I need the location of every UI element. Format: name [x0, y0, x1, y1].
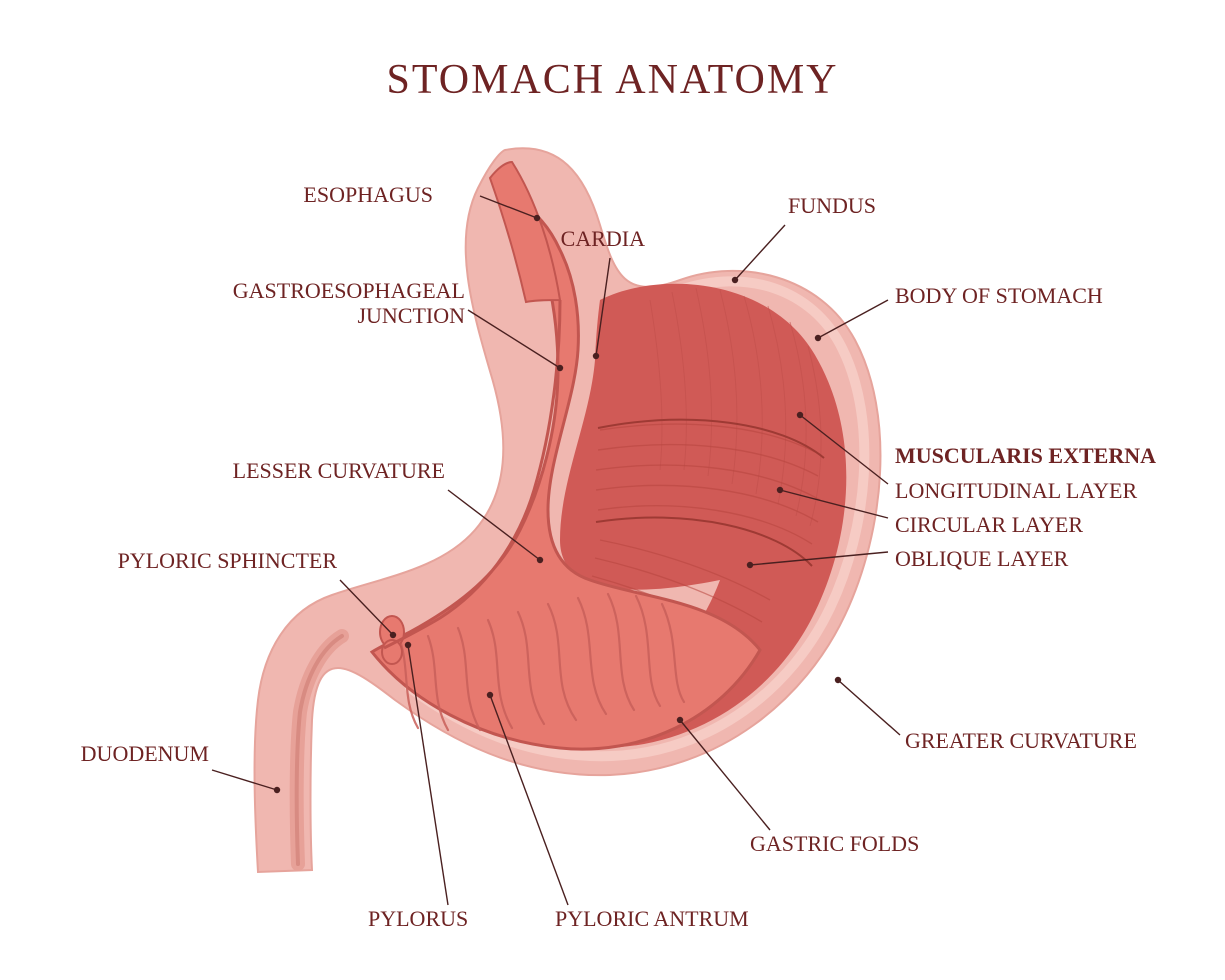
label-pyloric-antrum: PYLORIC ANTRUM [555, 906, 749, 931]
leader-pyloric-sphincter [340, 580, 393, 635]
leader-duodenum [212, 770, 277, 790]
label-gastric-folds: GASTRIC FOLDS [750, 831, 919, 856]
leader-dot-longitudinal [797, 412, 803, 418]
oblique-layer-band [592, 540, 770, 644]
page-title: STOMACH ANATOMY [0, 56, 1225, 104]
label-lesser-curv: LESSER CURVATURE [233, 458, 445, 483]
muscle-layer-dividers [596, 420, 824, 566]
label-esophagus: ESOPHAGUS [303, 182, 433, 207]
leader-pylorus [408, 645, 448, 905]
leader-dot-body [815, 335, 821, 341]
diagram-stage: STOMACH ANATOMY [0, 0, 1225, 980]
leader-gastro-junction [468, 310, 560, 368]
leader-greater-curv [838, 680, 900, 735]
label-greater-curv: GREATER CURVATURE [905, 728, 1137, 753]
label-cardia: CARDIA [561, 226, 645, 251]
label-oblique-layer: OBLIQUE LAYER [895, 546, 1068, 571]
leader-dot-esophagus [534, 215, 540, 221]
label-pylorus: PYLORUS [368, 906, 468, 931]
duodenum-lumen-edge [297, 636, 342, 864]
outer-wall [255, 148, 881, 872]
leader-dot-oblique-layer [747, 562, 753, 568]
leader-circular-layer [780, 490, 888, 518]
leader-dot-greater-curv [835, 677, 841, 683]
leader-pyloric-antrum [490, 695, 568, 905]
muscularis-mass [535, 284, 846, 748]
circular-layer-band [596, 424, 820, 544]
esophagus-lumen [490, 162, 560, 302]
label-pyloric-sphincter: PYLORIC SPHINCTER [118, 548, 337, 573]
leader-esophagus [480, 196, 537, 218]
leader-dot-cardia [593, 353, 599, 359]
leader-dot-duodenum [274, 787, 280, 793]
leader-lesser-curv [448, 490, 540, 560]
leader-longitudinal [800, 415, 888, 484]
label-longitudinal: LONGITUDINAL LAYER [895, 478, 1137, 503]
leader-fundus [735, 225, 785, 280]
label-circular-layer: CIRCULAR LAYER [895, 512, 1083, 537]
label-body: BODY OF STOMACH [895, 283, 1103, 308]
leader-dot-pyloric-antrum [487, 692, 493, 698]
duodenum-lumen [297, 636, 342, 864]
leader-body [818, 300, 888, 338]
rugae [400, 594, 684, 730]
leader-cardia [596, 258, 610, 356]
label-duodenum: DUODENUM [81, 741, 209, 766]
leader-dot-pyloric-sphincter [390, 632, 396, 638]
leader-dot-gastric-folds [677, 717, 683, 723]
leader-dot-circular-layer [777, 487, 783, 493]
label-fundus: FUNDUS [788, 193, 876, 218]
leader-oblique-layer [750, 552, 888, 565]
longitudinal-layer [650, 288, 821, 526]
pyloric-sphincter-shape [380, 616, 404, 664]
label-gastro-junction: GASTROESOPHAGEAL JUNCTION [233, 278, 465, 329]
label-muscularis-ext: MUSCULARIS EXTERNA [895, 443, 1156, 468]
leader-gastric-folds [680, 720, 770, 830]
leader-dot-pylorus [405, 642, 411, 648]
serosa-highlight [410, 281, 864, 756]
leader-dot-lesser-curv [537, 557, 543, 563]
leader-dot-fundus [732, 277, 738, 283]
leader-dot-gastro-junction [557, 365, 563, 371]
